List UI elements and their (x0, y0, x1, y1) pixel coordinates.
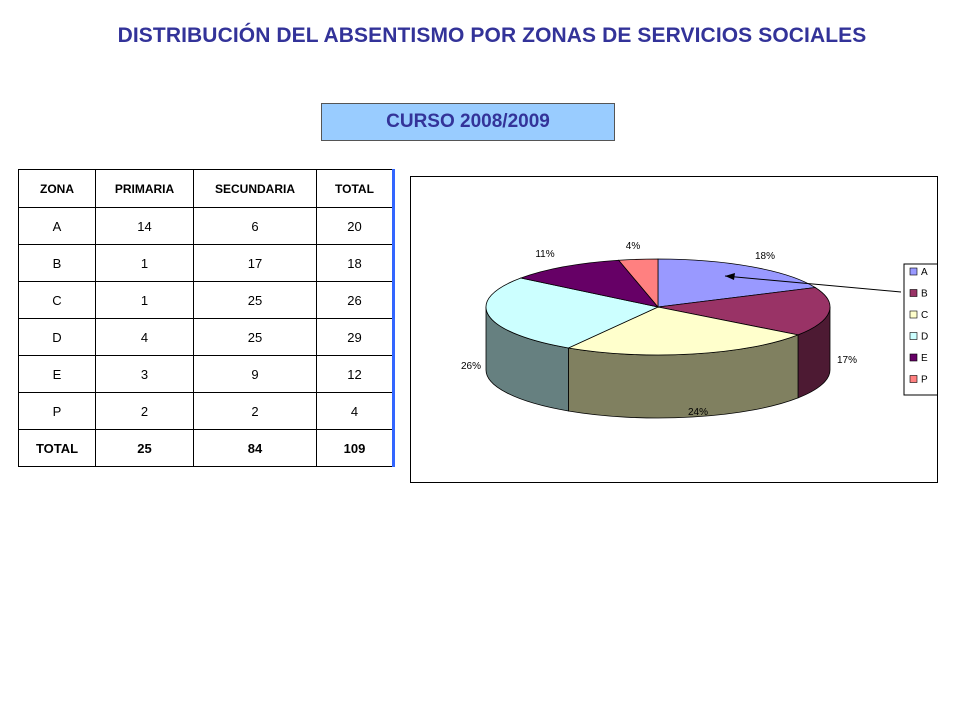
legend-swatch-A (909, 267, 918, 276)
legend-swatch-D (909, 332, 918, 340)
header-total: TOTAL (316, 169, 395, 208)
legend-label-D: D (921, 332, 928, 343)
legend-label-B: B (921, 289, 928, 300)
cell-zona: A (18, 207, 96, 245)
legend-label-E: E (921, 353, 928, 364)
cell-total: 4 (316, 392, 395, 430)
annotation-arrow-head (725, 273, 735, 280)
cell-zona: E (18, 355, 96, 393)
table-row: A 14 6 20 (18, 207, 395, 245)
cell-primaria: 1 (95, 244, 194, 282)
legend-swatch-E (909, 353, 918, 362)
pie-label-E: 11% (535, 249, 554, 260)
pie-slice-C (567, 306, 800, 356)
cell-secundaria: 2 (193, 392, 317, 430)
legend-swatch-B (909, 289, 918, 297)
header-secundaria: SECUNDARIA (193, 169, 317, 208)
cell-primaria: 4 (95, 318, 194, 356)
total-label: TOTAL (18, 429, 96, 467)
cell-primaria: 1 (95, 281, 194, 319)
cell-primaria: 3 (95, 355, 194, 393)
table-total-row: TOTAL 25 84 109 (18, 429, 395, 467)
header-zona: ZONA (18, 169, 96, 208)
table-row: D 4 25 29 (18, 318, 395, 356)
pie-label-A: 18% (755, 251, 775, 262)
pie-slice-B (657, 287, 831, 336)
pie-sides (485, 306, 831, 419)
legend-label-A: A (921, 267, 928, 278)
page-title: DISTRIBUCIÓN DEL ABSENTISMO POR ZONAS DE… (117, 24, 867, 47)
header-primaria: PRIMARIA (95, 169, 194, 208)
cell-total: 26 (316, 281, 395, 319)
pie-label-C: 24% (688, 407, 708, 418)
cell-total: 12 (316, 355, 395, 393)
annotation-arrow-line (724, 275, 902, 293)
table-row: E 3 9 12 (18, 355, 395, 393)
cell-zona: B (18, 244, 96, 282)
cell-secundaria: 6 (193, 207, 317, 245)
cell-total: 29 (316, 318, 395, 356)
total-total: 109 (316, 429, 395, 467)
legend-swatch-P (909, 375, 918, 383)
cell-primaria: 2 (95, 392, 194, 430)
legend-box (903, 263, 937, 396)
pie-label-D: 26% (461, 361, 481, 372)
legend-label-C: C (921, 310, 928, 321)
cell-zona: D (18, 318, 96, 356)
cell-zona: C (18, 281, 96, 319)
pie-slice-P (617, 258, 659, 309)
cell-secundaria: 25 (193, 318, 317, 356)
cell-secundaria: 25 (193, 281, 317, 319)
pie-label-P: 4% (626, 241, 641, 252)
pie-tops (485, 258, 831, 356)
absenteeism-table: ZONA PRIMARIA SECUNDARIA TOTAL A 14 6 20… (18, 169, 395, 467)
pie-label-B: 17% (837, 355, 857, 366)
legend-label-P: P (921, 375, 928, 386)
table-row: P 2 2 4 (18, 392, 395, 430)
legend-swatch-C (909, 310, 918, 319)
total-secundaria: 84 (193, 429, 317, 467)
course-label: CURSO 2008/2009 (321, 103, 615, 141)
pie-slice-D (485, 277, 660, 349)
pie-slice-A (657, 258, 817, 308)
total-primaria: 25 (95, 429, 194, 467)
cell-total: 20 (316, 207, 395, 245)
pie-slice-E (519, 259, 660, 308)
cell-secundaria: 17 (193, 244, 317, 282)
pie-chart: 18% 17% 24% 26% 11% 4% A B C D E P (410, 176, 938, 483)
table-header-row: ZONA PRIMARIA SECUNDARIA TOTAL (18, 169, 395, 208)
table-row: C 1 25 26 (18, 281, 395, 319)
cell-primaria: 14 (95, 207, 194, 245)
cell-zona: P (18, 392, 96, 430)
cell-total: 18 (316, 244, 395, 282)
table-row: B 1 17 18 (18, 244, 395, 282)
cell-secundaria: 9 (193, 355, 317, 393)
